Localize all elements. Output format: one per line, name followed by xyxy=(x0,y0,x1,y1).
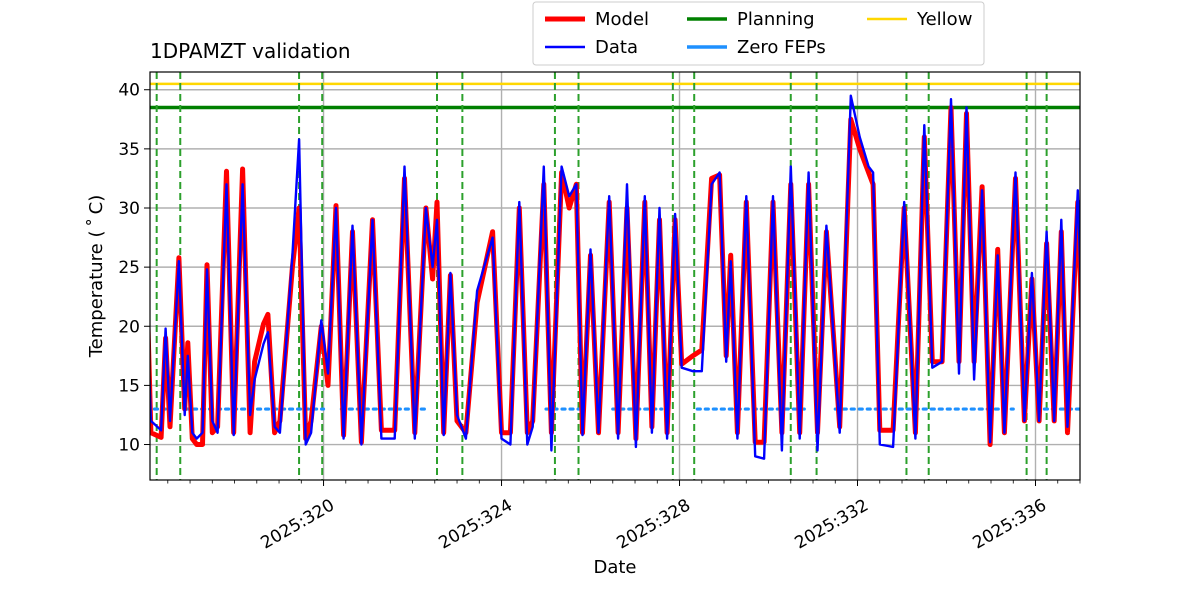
reference-lines xyxy=(150,82,1080,110)
y-tick-label: 15 xyxy=(118,376,140,396)
y-tick-label: 35 xyxy=(118,140,140,160)
legend: Model Data Planning Zero FEPs Yellow xyxy=(532,1,985,66)
legend-label-model: Model xyxy=(595,9,649,30)
legend-label-planning: Planning xyxy=(737,9,815,30)
legend-label-yellow: Yellow xyxy=(916,9,972,30)
y-axis-label: Temperature ( ˚ C) xyxy=(86,195,107,359)
data-series-line xyxy=(150,94,1080,460)
chart-title: 1DPAMZT validation xyxy=(150,39,351,63)
y-tick-label: 30 xyxy=(118,199,140,219)
data-series xyxy=(150,94,1080,460)
plot-frame xyxy=(149,71,1081,481)
y-tick-label: 25 xyxy=(118,258,140,278)
legend-label-data: Data xyxy=(595,37,638,58)
x-axis-label: Date xyxy=(593,557,636,578)
y-tick-label: 10 xyxy=(118,436,140,456)
y-tick-label: 40 xyxy=(118,81,140,101)
legend-label-zero-feps: Zero FEPs xyxy=(737,37,826,58)
y-tick-label: 20 xyxy=(118,317,140,337)
